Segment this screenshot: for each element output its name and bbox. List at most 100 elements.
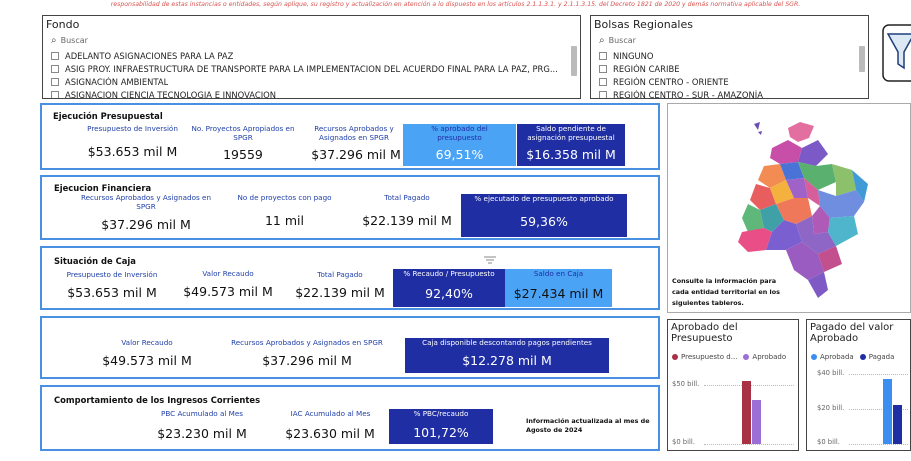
card-label: Caja disponible descontando pagos pendie… — [422, 338, 592, 347]
ejecucion-financiera-title: Ejecucion Financiera — [54, 183, 152, 193]
legend-label: Aprobado — [752, 353, 787, 361]
map-region — [828, 216, 858, 246]
saldo-pendiente-card: Saldo pendiente de asignación presupuest… — [517, 124, 625, 166]
kpi-value: $22.139 mil M — [362, 213, 452, 228]
y-tick: $0 bill. — [817, 438, 840, 446]
map-region — [760, 204, 784, 232]
card-value: $12.278 mil M — [462, 353, 552, 368]
caja-disponible-panel: Valor Recaudo $49.573 mil M Recursos Apr… — [40, 316, 660, 379]
checkbox-icon[interactable] — [599, 52, 607, 60]
kpi-value: $23.230 mil M — [157, 426, 247, 441]
kpi-label: Presupuesto de Inversión — [66, 270, 158, 279]
map-region — [738, 228, 772, 252]
ejecucion-financiera-panel: Ejecucion Financiera Recursos Aprobados … — [40, 175, 660, 240]
bolsas-option-label: NINGUNO — [613, 51, 654, 61]
kpi-label: PBC Acumulado al Mes — [161, 409, 243, 418]
kpi-label: Presupuesto de Inversión — [87, 124, 178, 133]
map-region — [770, 140, 802, 164]
kpi-label: Recursos Aprobados y Asignados en SPGR — [80, 193, 212, 211]
card-value: 59,36% — [520, 214, 568, 229]
y-tick: $20 bill. — [817, 404, 845, 412]
bar-aprobado[interactable] — [752, 400, 761, 444]
bolsas-option-label: REGIÓN CARIBE — [613, 64, 680, 74]
ejecutado-presupuesto-card: % ejecutado de presupuesto aprobado 59,3… — [461, 194, 627, 237]
bar-pagada[interactable] — [893, 405, 902, 444]
card-value: 101,72% — [413, 425, 469, 440]
fondo-option[interactable]: ASIGNACIÓN AMBIENTAL — [51, 77, 168, 87]
bolsas-search[interactable]: ⌕ Buscar — [599, 35, 636, 46]
card-label: Saldo pendiente de asignación presupuest… — [527, 124, 615, 142]
bolsas-option[interactable]: REGIÓN CENTRO - SUR - AMAZONÍA — [599, 90, 763, 99]
card-label: % Recaudo / Presupuesto — [403, 269, 495, 278]
checkbox-icon[interactable] — [51, 78, 59, 86]
bolsas-scrollbar[interactable] — [859, 46, 865, 72]
chart-legend: Aprobada Pagada — [811, 353, 894, 361]
kpi-label: No. Proyectos Apropiados en SPGR — [191, 124, 295, 142]
map-region — [786, 242, 824, 280]
y-tick: $0 bill. — [672, 438, 695, 446]
kpi-value: $22.139 mil M — [295, 285, 385, 300]
bar-aprobada[interactable] — [883, 379, 892, 444]
fondo-option[interactable]: ADELANTO ASIGNACIONES PARA LA PAZ — [51, 51, 233, 61]
kpi-value: $37.296 mil M — [101, 217, 191, 232]
checkbox-icon[interactable] — [51, 91, 59, 98]
kpi-label: Total Pagado — [384, 193, 430, 202]
card-label: % PBC/recaudo — [413, 409, 469, 418]
chart-title: Pagado del valor Aprobado — [810, 322, 894, 344]
ejecucion-presupuestal-title: Ejecución Presupuestal — [53, 111, 163, 121]
search-icon: ⌕ — [51, 35, 57, 46]
fondo-option[interactable]: ASIGNACION CIENCIA TECNOLOGIA E INNOVACI… — [51, 90, 276, 98]
checkbox-icon[interactable] — [51, 52, 59, 60]
map-region — [742, 204, 764, 232]
map-region — [754, 122, 760, 130]
kpi-value: 11 mil — [264, 213, 304, 228]
checkbox-icon[interactable] — [599, 65, 607, 73]
legend-label: Presupuesto d... — [681, 353, 738, 361]
checkbox-icon[interactable] — [599, 78, 607, 86]
legend-dot — [672, 354, 678, 360]
kpi-value: $37.296 mil M — [311, 147, 401, 162]
colombia-map-panel[interactable]: Consulte la información para cada entida… — [667, 103, 911, 313]
y-tick: $50 bill. — [672, 380, 700, 388]
disclaimer-text: responsabilidad de estas instancias o en… — [110, 1, 801, 8]
pbc-recaudo-card: % PBC/recaudo 101,72% — [389, 409, 493, 444]
search-icon: ⌕ — [599, 35, 605, 46]
funnel-icon — [882, 24, 911, 82]
clear-filters-button[interactable] — [882, 24, 911, 82]
map-region — [798, 140, 828, 166]
fondo-option[interactable]: ASIG PROY. INFRAESTRUCTURA DE TRANSPORTE… — [51, 64, 558, 74]
card-value: $27.434 mil M — [513, 286, 604, 301]
legend-dot — [743, 354, 750, 360]
fondo-search-placeholder: Buscar — [60, 36, 88, 45]
checkbox-icon[interactable] — [599, 91, 607, 98]
fondo-scrollbar[interactable] — [571, 46, 577, 76]
aprobado-presupuesto-chart: Aprobado del Presupuesto Presupuesto d..… — [667, 319, 799, 451]
map-region — [770, 180, 794, 204]
bolsas-option[interactable]: REGIÓN CARIBE — [599, 64, 680, 74]
bolsas-option[interactable]: NINGUNO — [599, 51, 653, 61]
kpi-value: $49.573 mil M — [102, 353, 192, 368]
fondo-option-label: ASIGNACIÓN AMBIENTAL — [65, 77, 169, 87]
bolsas-option[interactable]: REGIÓN CENTRO - ORIENTE — [599, 77, 729, 87]
map-region — [786, 178, 808, 198]
recaudo-presupuesto-card: % Recaudo / Presupuesto 92,40% — [393, 269, 505, 307]
fondo-slicer: Fondo ⌕ Buscar ADELANTO ASIGNACIONES PARA… — [42, 15, 581, 99]
y-tick: $40 bill. — [817, 369, 845, 377]
kpi-label: IAC Acumulado al Mes — [290, 409, 371, 418]
colombia-map[interactable] — [668, 104, 911, 314]
fondo-search[interactable]: ⌕ Buscar — [51, 35, 88, 46]
checkbox-icon[interactable] — [51, 65, 59, 73]
ejecucion-presupuestal-panel: Ejecución Presupuestal Presupuesto de In… — [40, 103, 660, 170]
bolsas-option-label: REGIÓN CENTRO - SUR - AMAZONÍA — [613, 90, 763, 99]
map-region — [852, 170, 868, 202]
bar-presupuesto[interactable] — [742, 381, 751, 444]
card-value: 92,40% — [425, 286, 473, 301]
update-note: Información actualizada al mes de Agosto… — [526, 417, 650, 434]
chart-title: Aprobado del Presupuesto — [671, 322, 738, 344]
map-region — [832, 164, 856, 196]
map-region — [818, 246, 842, 272]
drag-handle-icon[interactable] — [483, 250, 497, 264]
kpi-label: No de proyectos con pago — [237, 193, 332, 202]
map-region — [750, 184, 776, 210]
card-label: % aprobado del presupuesto — [431, 124, 488, 142]
